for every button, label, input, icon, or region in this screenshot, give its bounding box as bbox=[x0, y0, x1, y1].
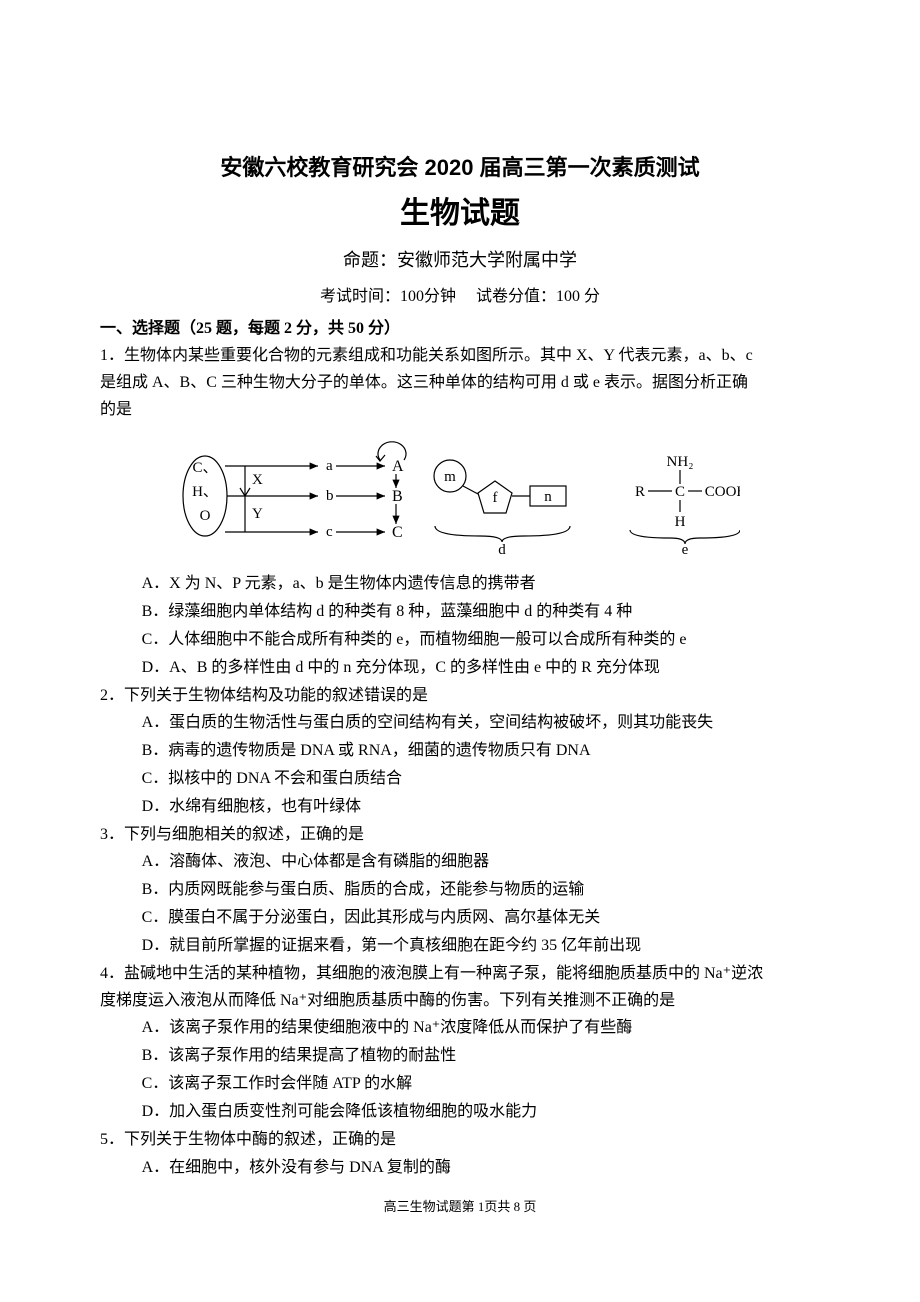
q1-stem-line3: 的是 bbox=[100, 396, 820, 423]
diagram-label-f: f bbox=[493, 490, 498, 506]
diagram-label-Y: Y bbox=[252, 506, 263, 522]
diagram-label-X: X bbox=[252, 472, 263, 488]
author-line: 命题：安徽师范大学附属中学 bbox=[100, 246, 820, 272]
q2-stem: 2．下列关于生物体结构及功能的叙述错误的是 bbox=[100, 682, 820, 709]
q4-stem-line2: 度梯度运入液泡从而降低 Na⁺对细胞质基质中酶的伤害。下列有关推测不正确的是 bbox=[100, 987, 820, 1014]
diagram-label-Cmid: C bbox=[675, 484, 685, 500]
diagram-label-C: C、 bbox=[192, 460, 217, 476]
page-footer: 高三生物试题第 1页共 8 页 bbox=[100, 1196, 820, 1215]
q5-option-A: A．在细胞中，核外没有参与 DNA 复制的酶 bbox=[142, 1154, 820, 1182]
diagram-label-H: H、 bbox=[192, 484, 218, 500]
q1-option-A: A．X 为 N、P 元素，a、b 是生物体内遗传信息的携带者 bbox=[142, 570, 820, 598]
q1-diagram: C、 H、 O X Y a b c A B bbox=[100, 436, 820, 556]
q4-option-A: A．该离子泵作用的结果使细胞液中的 Na⁺浓度降低从而保护了有些酶 bbox=[142, 1014, 820, 1042]
q4-option-D: D．加入蛋白质变性剂可能会降低该植物细胞的吸水能力 bbox=[142, 1098, 820, 1126]
diagram-label-m: m bbox=[444, 469, 456, 485]
q3-stem: 3．下列与细胞相关的叙述，正确的是 bbox=[100, 821, 820, 848]
diagram-label-B: B bbox=[392, 488, 403, 505]
diagram-label-n: n bbox=[544, 489, 552, 505]
q3-option-C: C．膜蛋白不属于分泌蛋白，因此其形成与内质网、高尔基体无关 bbox=[142, 904, 820, 932]
q4-stem-line1: 4．盐碱地中生活的某种植物，其细胞的液泡膜上有一种离子泵，能将细胞质基质中的 N… bbox=[100, 960, 820, 987]
q5-stem: 5．下列关于生物体中酶的叙述，正确的是 bbox=[100, 1126, 820, 1153]
diagram-label-C: C bbox=[392, 524, 403, 541]
q2-option-A: A．蛋白质的生物活性与蛋白质的空间结构有关，空间结构被破坏，则其功能丧失 bbox=[142, 709, 820, 737]
section-heading: 一、选择题（25 题，每题 2 分，共 50 分） bbox=[100, 314, 820, 338]
q2-option-D: D．水绵有细胞核，也有叶绿体 bbox=[142, 793, 820, 821]
meta-line: 考试时间：100分钟 试卷分值：100 分 bbox=[100, 282, 820, 306]
exam-time: 考试时间：100分钟 bbox=[320, 288, 456, 305]
q1-option-C: C．人体细胞中不能合成所有种类的 e，而植物细胞一般可以合成所有种类的 e bbox=[142, 626, 820, 654]
q3-option-B: B．内质网既能参与蛋白质、脂质的合成，还能参与物质的运输 bbox=[142, 876, 820, 904]
diagram-label-Hbot: H bbox=[675, 514, 686, 530]
exam-subtitle: 生物试题 bbox=[100, 188, 820, 232]
exam-title: 安徽六校教育研究会 2020 届高三第一次素质测试 bbox=[100, 150, 820, 182]
diagram-label-d: d bbox=[498, 542, 506, 556]
diagram-label-NH2: NH₂ bbox=[667, 454, 694, 470]
q1-stem-line2: 是组成 A、B、C 三种生物大分子的单体。这三种单体的结构可用 d 或 e 表示… bbox=[100, 369, 820, 396]
diagram-label-e: e bbox=[682, 542, 689, 556]
diagram-label-A: A bbox=[392, 458, 404, 475]
q1-option-B: B．绿藻细胞内单体结构 d 的种类有 8 种，蓝藻细胞中 d 的种类有 4 种 bbox=[142, 598, 820, 626]
q1-stem-line1: 1．生物体内某些重要化合物的元素组成和功能关系如图所示。其中 X、Y 代表元素，… bbox=[100, 342, 820, 369]
q3-option-D: D．就目前所掌握的证据来看，第一个真核细胞在距今约 35 亿年前出现 bbox=[142, 932, 820, 960]
q2-option-B: B．病毒的遗传物质是 DNA 或 RNA，细菌的遗传物质只有 DNA bbox=[142, 737, 820, 765]
diagram-label-COOH: COOH bbox=[705, 484, 740, 500]
diagram-label-c: c bbox=[326, 524, 333, 540]
q1-option-D: D．A、B 的多样性由 d 中的 n 充分体现，C 的多样性由 e 中的 R 充… bbox=[142, 654, 820, 682]
exam-score: 试卷分值：100 分 bbox=[476, 288, 600, 305]
q4-option-B: B．该离子泵作用的结果提高了植物的耐盐性 bbox=[142, 1042, 820, 1070]
q2-option-C: C．拟核中的 DNA 不会和蛋白质结合 bbox=[142, 765, 820, 793]
diagram-label-R: R bbox=[635, 484, 645, 500]
q4-option-C: C．该离子泵工作时会伴随 ATP 的水解 bbox=[142, 1070, 820, 1098]
diagram-label-a: a bbox=[326, 458, 333, 474]
q3-option-A: A．溶酶体、液泡、中心体都是含有磷脂的细胞器 bbox=[142, 848, 820, 876]
diagram-label-O: O bbox=[200, 508, 211, 524]
diagram-label-b: b bbox=[326, 488, 334, 504]
